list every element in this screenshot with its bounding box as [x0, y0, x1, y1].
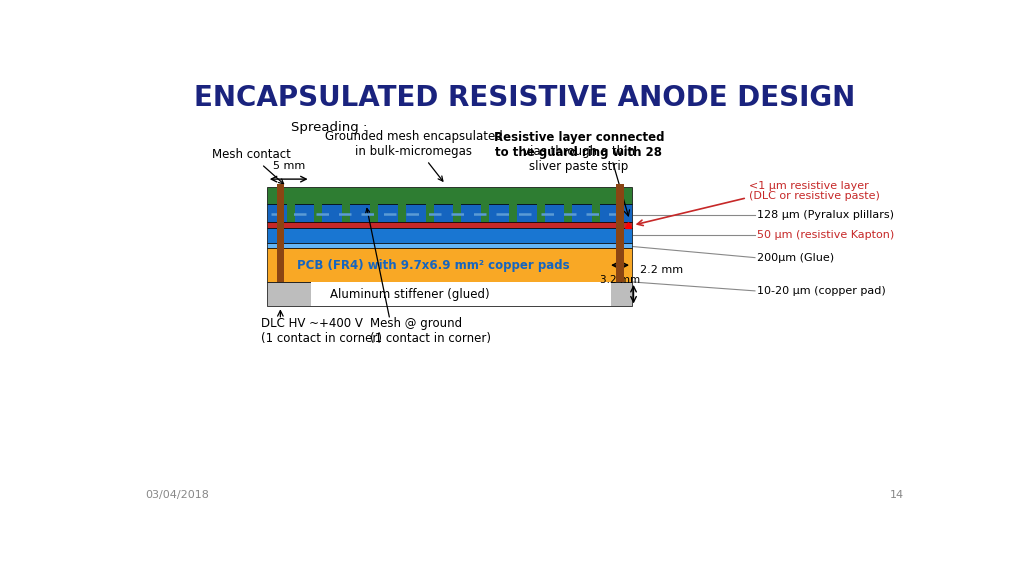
Text: Resistive layer connected
to the guard ring with 28: Resistive layer connected to the guard r…	[494, 131, 664, 158]
Bar	[287, 194, 295, 222]
Bar	[310, 282, 610, 306]
Bar	[267, 282, 632, 306]
Bar	[314, 194, 323, 222]
Text: 3.2 mm: 3.2 mm	[600, 275, 640, 285]
Text: Mesh contact: Mesh contact	[212, 149, 291, 184]
Text: 128 μm (Pyralux plillars): 128 μm (Pyralux plillars)	[758, 210, 894, 221]
Text: (DLC or resistive paste): (DLC or resistive paste)	[749, 191, 880, 201]
Text: 14: 14	[890, 490, 904, 500]
Text: PCB (FR4) with 9.7x6.9 mm² copper pads: PCB (FR4) with 9.7x6.9 mm² copper pads	[297, 259, 569, 272]
Bar	[509, 194, 517, 222]
Bar	[397, 194, 406, 222]
Text: 200μm (Glue): 200μm (Glue)	[758, 253, 835, 263]
Bar	[267, 204, 632, 222]
Bar	[267, 187, 632, 204]
Bar	[370, 194, 378, 222]
Text: DLC HV ~+400 V
(1 contact in corner): DLC HV ~+400 V (1 contact in corner)	[261, 317, 382, 346]
Bar	[592, 194, 600, 222]
Bar	[342, 194, 350, 222]
Bar	[537, 194, 545, 222]
Text: <1 μm resistive layer: <1 μm resistive layer	[749, 181, 868, 191]
Text: 2.2 mm: 2.2 mm	[640, 266, 683, 275]
Text: Spreading :: Spreading :	[291, 121, 367, 134]
Text: 50 μm (resistive Kapton): 50 μm (resistive Kapton)	[758, 230, 895, 240]
Text: 5 mm: 5 mm	[272, 161, 305, 171]
Bar	[267, 248, 632, 282]
Text: vias through a thin
sliver paste strip: vias through a thin sliver paste strip	[523, 145, 635, 173]
Text: 03/04/2018: 03/04/2018	[145, 490, 209, 500]
Text: Grounded mesh encapsulated
in bulk-micromegas: Grounded mesh encapsulated in bulk-micro…	[325, 130, 503, 181]
Bar	[616, 184, 624, 282]
Bar	[454, 194, 461, 222]
Text: 10-20 μm (copper pad): 10-20 μm (copper pad)	[758, 286, 886, 296]
Text: ENCAPSULATED RESISTIVE ANODE DESIGN: ENCAPSULATED RESISTIVE ANODE DESIGN	[195, 84, 855, 112]
Bar	[481, 194, 489, 222]
Bar	[267, 222, 632, 228]
Bar	[426, 194, 433, 222]
Bar	[564, 194, 572, 222]
Text: Mesh @ ground
(1 contact in corner): Mesh @ ground (1 contact in corner)	[370, 317, 492, 346]
Bar	[267, 228, 632, 243]
Bar	[276, 184, 284, 282]
Bar	[267, 243, 632, 248]
Text: Aluminum stiffener (glued): Aluminum stiffener (glued)	[331, 287, 490, 301]
